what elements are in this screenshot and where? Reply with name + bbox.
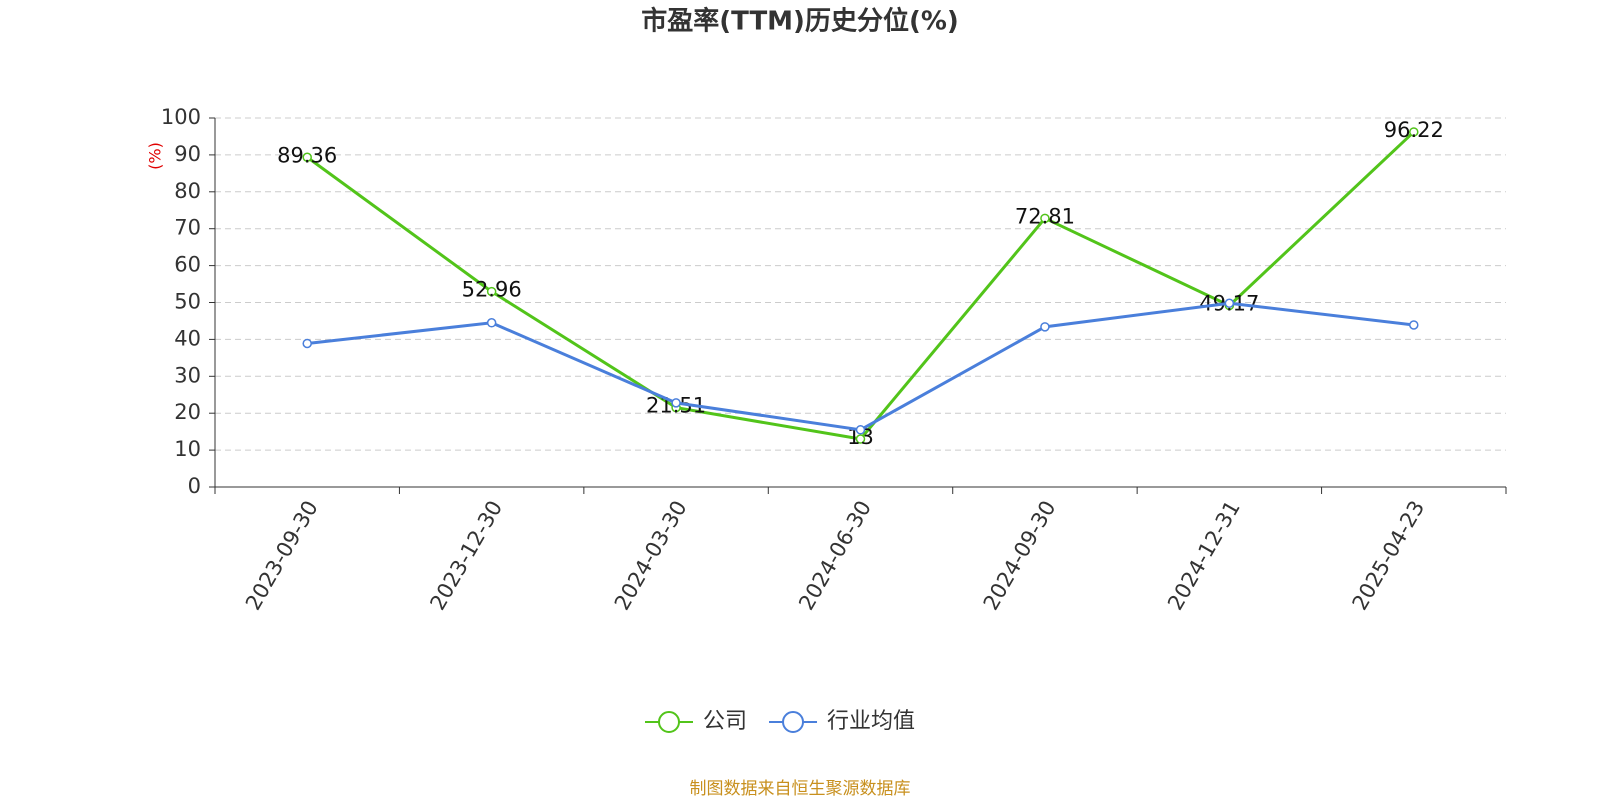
point — [302, 152, 312, 163]
x-tick-label: 2024-12-31 — [1163, 497, 1245, 615]
y-tick-label: 100 — [161, 105, 201, 129]
y-tick-label: 70 — [174, 216, 201, 240]
point — [1409, 320, 1419, 330]
x-tick-label: 2025-04-23 — [1348, 497, 1430, 615]
point — [1040, 322, 1050, 332]
x-tick-label: 2024-03-30 — [610, 497, 692, 615]
point — [486, 286, 497, 297]
y-tick-label: 40 — [174, 326, 201, 350]
point — [1224, 298, 1235, 308]
point — [1040, 213, 1050, 224]
y-tick-label: 60 — [174, 253, 201, 277]
series-line — [307, 301, 1414, 432]
data-label: 96.22 — [1384, 118, 1444, 142]
point — [1409, 127, 1419, 137]
chart-title: 市盈率(TTM)历史分位(%) — [641, 6, 959, 37]
y-axis-label: (%) — [146, 142, 165, 170]
x-tick-label: 2024-06-30 — [794, 497, 876, 615]
y-tick-label: 20 — [174, 400, 201, 424]
source-note: 制图数据来自恒生聚源数据库 — [690, 779, 911, 799]
point — [855, 434, 866, 444]
y-tick-label: 80 — [174, 179, 201, 203]
point — [302, 338, 312, 349]
y-tick-label: 30 — [174, 363, 201, 387]
data-label: 72.81 — [1015, 204, 1075, 228]
point — [671, 398, 681, 408]
legend-label: 行业均值 — [827, 709, 915, 734]
x-tick-label: 2023-09-30 — [241, 497, 323, 615]
data-label: 52.96 — [462, 278, 522, 302]
legend-marker — [782, 711, 805, 733]
legend-marker — [658, 711, 680, 733]
y-tick-label: 10 — [174, 437, 201, 461]
point — [855, 425, 866, 435]
x-tick-label: 2023-12-30 — [425, 497, 507, 615]
legend-label: 公司 — [703, 709, 747, 734]
point — [486, 318, 497, 328]
data-label: 89.36 — [277, 143, 337, 167]
y-tick-label: 50 — [174, 290, 201, 314]
y-tick-label: 90 — [174, 142, 201, 166]
x-tick-label: 2024-09-30 — [979, 497, 1061, 615]
y-tick-label: 0 — [188, 474, 201, 498]
